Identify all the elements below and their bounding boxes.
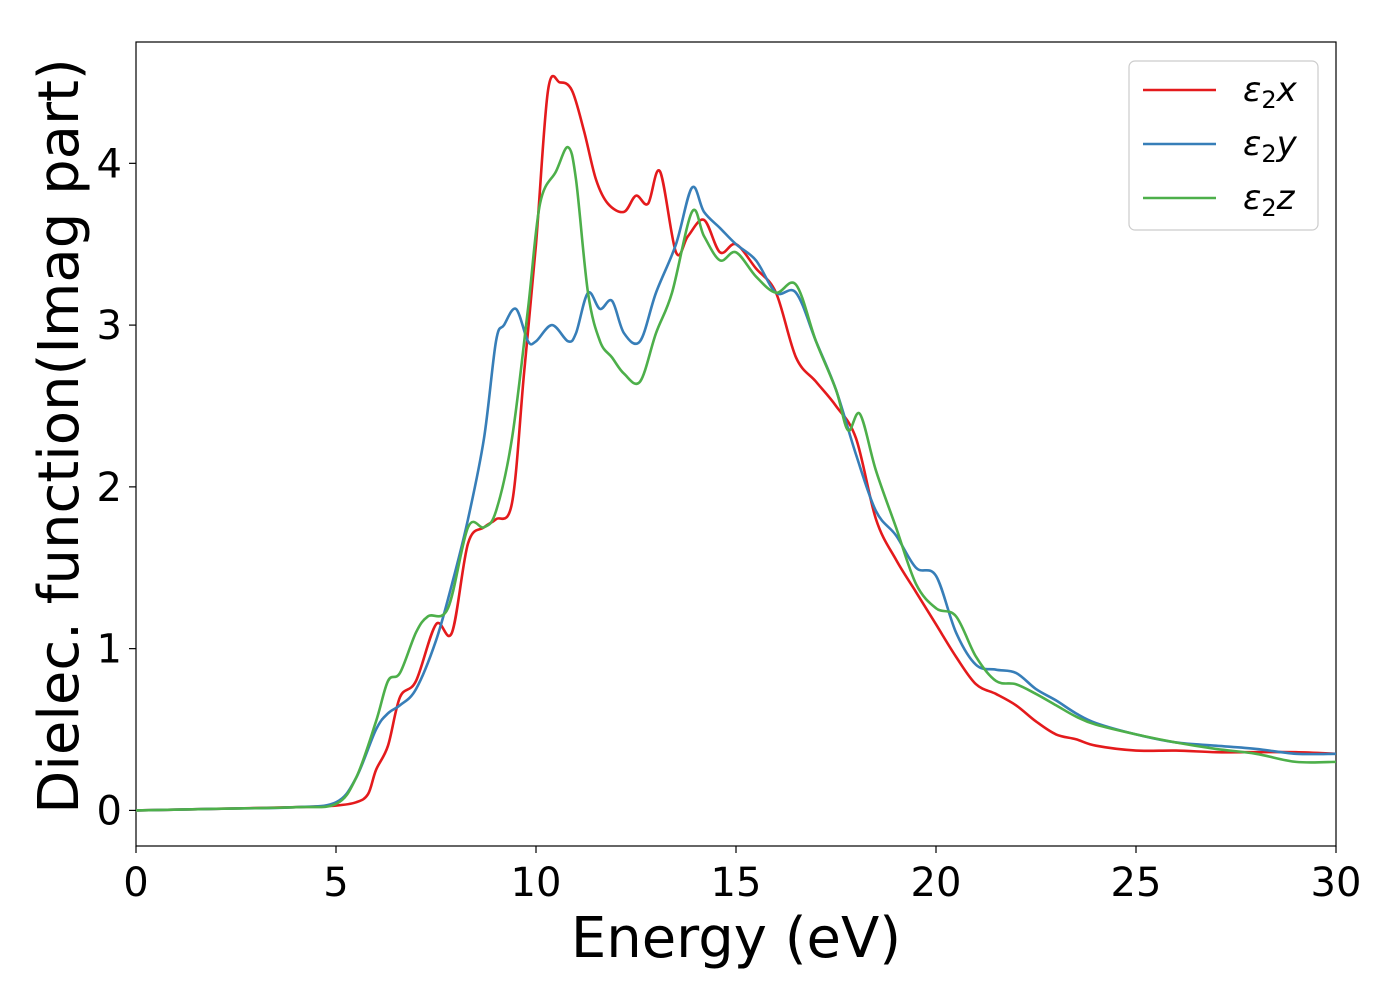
x-tick-label: 5 bbox=[323, 860, 348, 906]
legend-label-y: ε2y bbox=[1243, 124, 1298, 168]
x-axis-title: Energy (eV) bbox=[571, 906, 901, 971]
legend-label-z: ε2z bbox=[1243, 178, 1296, 222]
x-tick-label: 10 bbox=[511, 860, 562, 906]
x-tick-label: 20 bbox=[911, 860, 962, 906]
y-tick-label: 3 bbox=[97, 303, 122, 349]
legend: ε2x ε2y ε2z bbox=[1128, 60, 1319, 231]
y-tick-label: 0 bbox=[97, 788, 122, 834]
series-layer bbox=[136, 74, 1336, 812]
y-axis-title: Dielec. function(Imag part) bbox=[27, 58, 92, 814]
x-tick-label: 30 bbox=[1311, 860, 1362, 906]
x-tick-label: 0 bbox=[123, 860, 148, 906]
x-axis-ticks: 0 5 10 15 20 25 30 bbox=[123, 846, 1361, 906]
series-line-x bbox=[136, 74, 1336, 812]
series-line-z bbox=[136, 145, 1336, 812]
x-tick-label: 25 bbox=[1111, 860, 1162, 906]
y-tick-label: 2 bbox=[97, 465, 122, 511]
legend-box bbox=[1128, 60, 1319, 231]
legend-label-x: ε2x bbox=[1243, 70, 1298, 114]
y-axis-ticks: 0 1 2 3 4 bbox=[97, 141, 136, 834]
series-line-y bbox=[136, 185, 1336, 812]
x-tick-label: 15 bbox=[711, 860, 762, 906]
y-tick-label: 4 bbox=[97, 141, 122, 187]
y-tick-label: 1 bbox=[97, 627, 122, 673]
